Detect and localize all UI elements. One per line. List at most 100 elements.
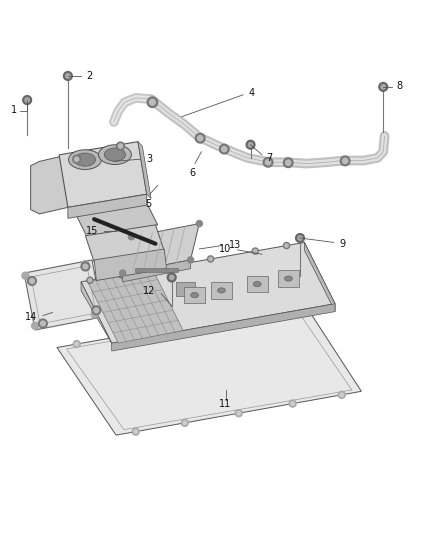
Polygon shape [31,155,68,214]
Ellipse shape [104,148,125,161]
Text: 6: 6 [190,168,196,178]
Polygon shape [304,243,335,312]
Circle shape [120,270,126,276]
Polygon shape [59,142,147,207]
Circle shape [163,264,169,270]
Circle shape [25,98,29,102]
Ellipse shape [74,153,95,166]
Ellipse shape [191,293,198,298]
Polygon shape [123,223,199,273]
Circle shape [291,402,294,405]
Circle shape [128,233,134,240]
Circle shape [118,144,123,148]
Polygon shape [68,194,147,219]
Polygon shape [135,268,179,272]
Circle shape [170,275,174,280]
Circle shape [177,322,184,329]
Circle shape [208,256,214,262]
Circle shape [94,308,99,313]
Text: 2: 2 [87,71,93,81]
Polygon shape [81,282,112,343]
Ellipse shape [285,276,293,281]
Circle shape [248,142,253,147]
Circle shape [343,158,348,164]
Circle shape [22,272,29,279]
Polygon shape [123,260,191,282]
Circle shape [29,279,34,284]
Circle shape [88,279,92,282]
Circle shape [340,393,343,397]
Text: 8: 8 [396,80,403,91]
Circle shape [39,319,47,328]
Text: 15: 15 [86,227,99,237]
Text: 7: 7 [266,153,272,163]
Circle shape [283,158,293,167]
Circle shape [81,262,90,271]
Circle shape [232,312,239,319]
Ellipse shape [218,288,226,293]
Polygon shape [88,269,183,343]
Text: 9: 9 [339,239,346,249]
Circle shape [28,277,36,285]
Polygon shape [72,194,158,238]
Circle shape [340,156,350,166]
Circle shape [283,243,290,248]
Circle shape [66,74,70,78]
Circle shape [252,248,258,254]
Circle shape [83,264,88,269]
Circle shape [286,160,291,165]
Circle shape [289,400,296,407]
Polygon shape [278,270,299,287]
Polygon shape [94,249,166,280]
Text: 11: 11 [219,399,232,409]
Text: 1: 1 [11,104,17,115]
Circle shape [235,410,242,417]
Circle shape [149,99,155,105]
Circle shape [237,411,240,415]
Circle shape [91,311,98,318]
Circle shape [187,257,194,263]
Circle shape [198,135,203,141]
Polygon shape [184,287,205,303]
Ellipse shape [69,150,102,169]
Ellipse shape [99,145,131,165]
Circle shape [164,265,168,269]
Circle shape [73,155,81,163]
Ellipse shape [253,281,261,287]
Circle shape [123,332,130,339]
Circle shape [233,314,237,318]
Circle shape [281,304,288,311]
Circle shape [87,277,93,284]
Circle shape [32,322,39,329]
Circle shape [296,233,304,243]
Polygon shape [57,304,361,435]
Circle shape [147,97,158,108]
Circle shape [379,83,388,91]
Text: 5: 5 [145,199,151,208]
Polygon shape [247,276,268,293]
Circle shape [124,334,128,337]
Text: 14: 14 [25,312,37,322]
Circle shape [64,71,72,80]
Polygon shape [211,282,232,298]
Circle shape [196,221,202,227]
Circle shape [167,273,176,282]
Circle shape [298,236,302,240]
Text: 3: 3 [147,154,153,164]
Circle shape [338,391,345,398]
Polygon shape [85,225,164,262]
Polygon shape [112,304,335,351]
Circle shape [285,244,288,247]
Circle shape [381,85,385,89]
Polygon shape [138,142,151,199]
Circle shape [134,430,138,433]
Circle shape [81,261,88,268]
Polygon shape [176,282,195,296]
Polygon shape [24,260,103,330]
Circle shape [132,428,139,435]
Circle shape [209,257,212,261]
Circle shape [263,157,273,167]
Circle shape [74,157,79,161]
Circle shape [254,249,257,253]
Text: 4: 4 [249,88,255,99]
